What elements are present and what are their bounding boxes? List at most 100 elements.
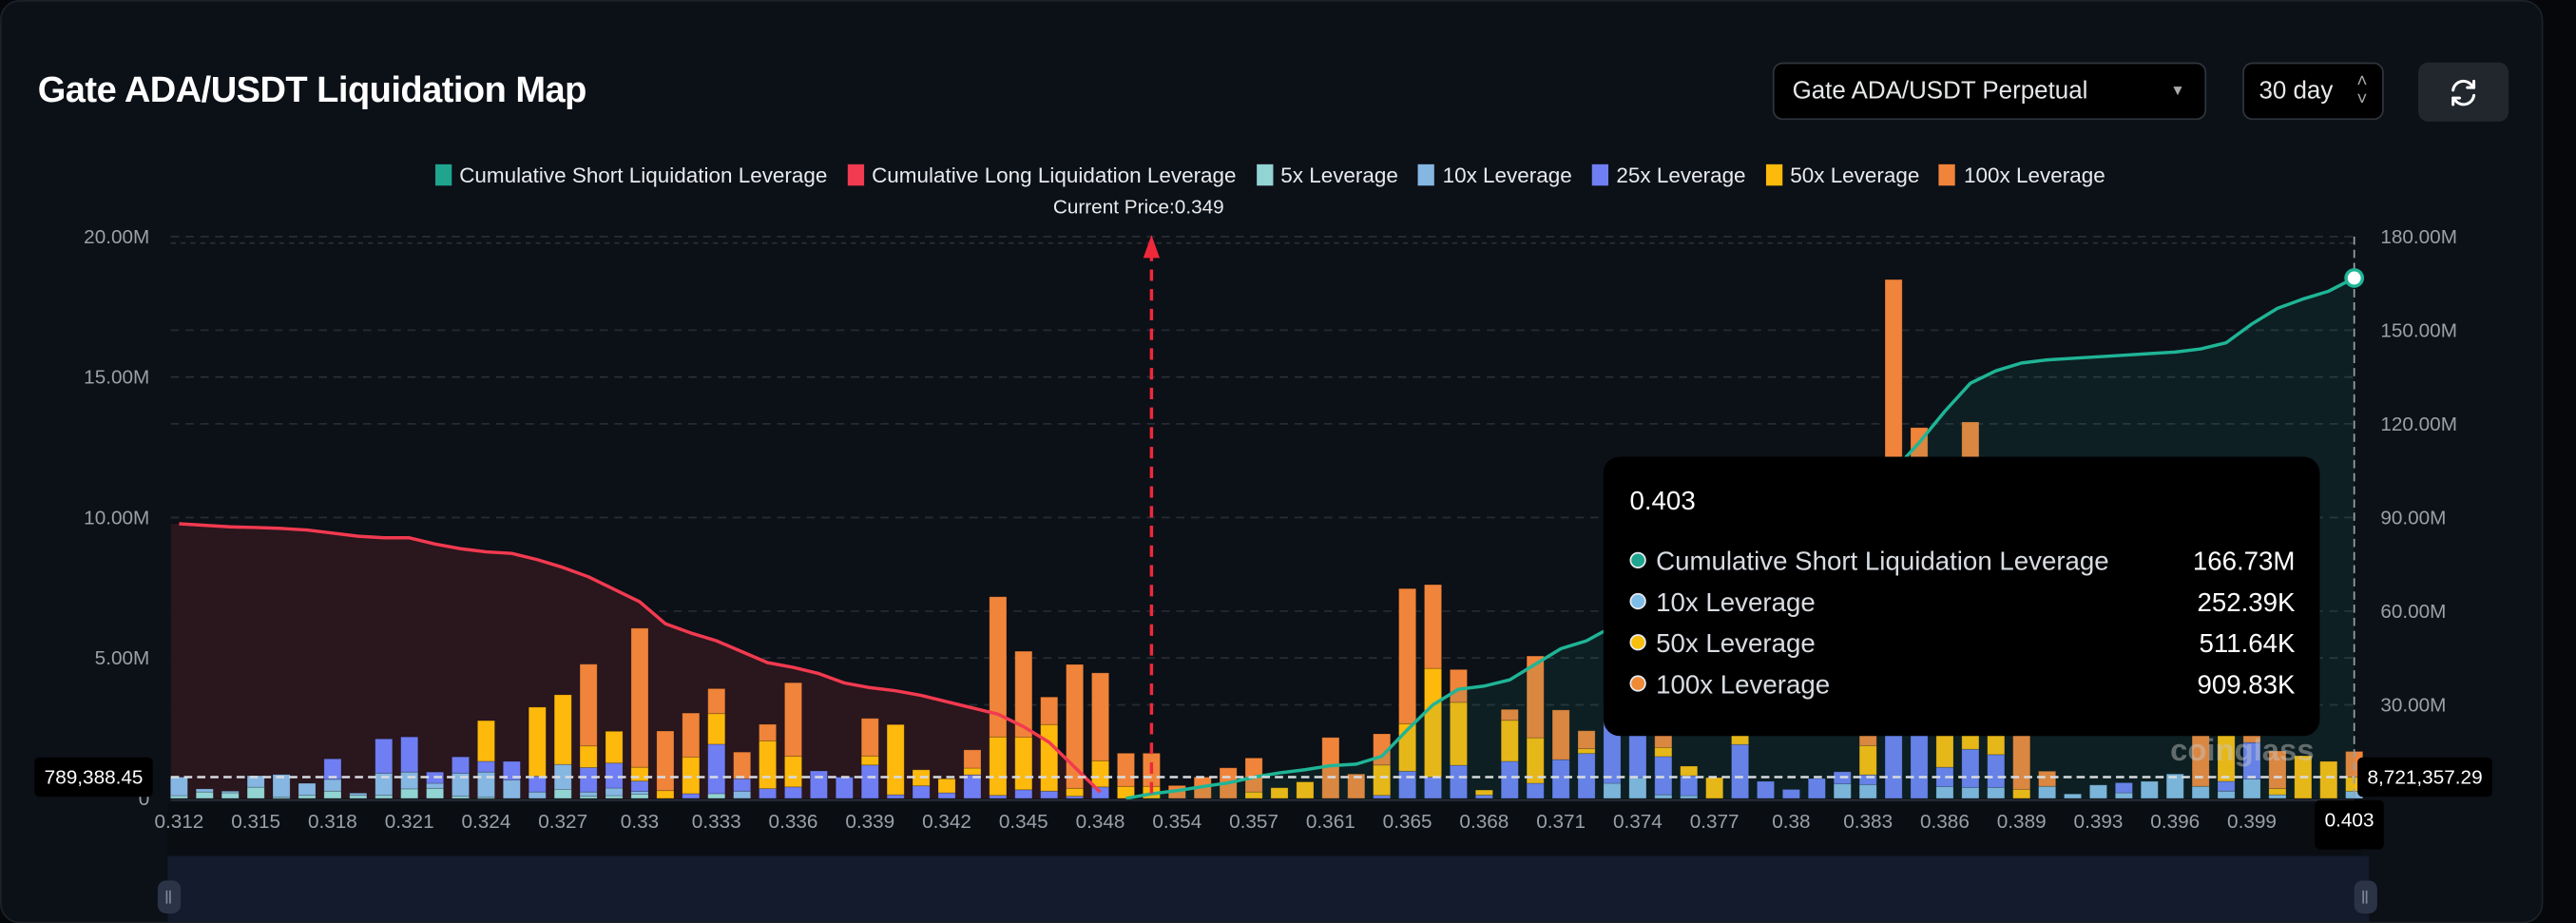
x-tick-label: 0.396 xyxy=(2150,811,2200,833)
bar-segment-10x xyxy=(221,790,240,794)
y-right-tick-label: 150.00M xyxy=(2380,319,2457,341)
x-tick-label: 0.368 xyxy=(1459,811,1509,833)
bar-segment-5x xyxy=(221,792,240,799)
tooltip-row: Cumulative Short Liquidation Leverage 166… xyxy=(1629,548,2295,582)
bar-segment-5x xyxy=(707,793,726,799)
tooltip-title: 0.403 xyxy=(1629,488,1696,516)
legend-swatch xyxy=(847,163,864,186)
x-tick-label: 0.324 xyxy=(462,811,511,833)
range-select-value: 30 day xyxy=(2259,77,2334,106)
bar-segment-10x xyxy=(349,792,368,797)
bar-segment-10x xyxy=(476,771,495,798)
legend-label: Cumulative Short Liquidation Leverage xyxy=(459,163,828,188)
tooltip: 0.403 Cumulative Short Liquidation Lever… xyxy=(1603,456,2320,737)
bar-segment-50x xyxy=(1270,787,1289,799)
legend-item[interactable]: 50x Leverage xyxy=(1765,163,1919,187)
x-tick-label: 0.333 xyxy=(692,811,741,833)
bar-segment-10x xyxy=(169,777,188,797)
bar-segment-25x xyxy=(323,758,342,780)
bar-segment-50x xyxy=(886,723,905,796)
y-left-tick-label: 0 xyxy=(139,788,150,810)
bar-segment-10x xyxy=(2064,793,2083,799)
legend-item[interactable]: 100x Leverage xyxy=(1939,163,2105,187)
bar-segment-100x xyxy=(1449,668,1468,703)
pair-select[interactable]: Gate ADA/USDT Perpetual ▼ xyxy=(1772,62,2207,121)
bar-segment-50x xyxy=(1680,765,1699,777)
bar-segment-100x xyxy=(579,663,598,747)
bar-segment-10x xyxy=(528,791,547,799)
x-tick-label: 0.374 xyxy=(1613,811,1663,833)
zoom-slider[interactable] xyxy=(167,856,2370,922)
x-tick-label: 0.339 xyxy=(845,811,894,833)
current-price-label: Current Price:0.349 xyxy=(1052,195,1224,219)
bar-segment-100x xyxy=(630,627,649,768)
x-tick-label: 0.386 xyxy=(1920,811,1970,833)
bar-segment-10x xyxy=(195,788,214,793)
x-tick-label: 0.312 xyxy=(154,811,203,833)
y-left-tick-label: 15.00M xyxy=(84,367,149,389)
current-price-arrow-icon xyxy=(1143,235,1161,259)
bar-segment-5x xyxy=(553,789,572,799)
bar-segment-10x xyxy=(2088,784,2107,799)
legend-label: 5x Leverage xyxy=(1280,163,1398,188)
bar-segment-100x xyxy=(1116,752,1135,787)
bar-segment-10x xyxy=(733,790,752,799)
x-tick-label: 0.361 xyxy=(1306,811,1355,833)
bar-segment-25x xyxy=(886,794,905,799)
zoom-slider-right-handle[interactable] xyxy=(2354,880,2377,913)
bar-segment-50x xyxy=(783,756,802,788)
bar-segment-5x xyxy=(426,787,445,799)
x-tick-label: 0.321 xyxy=(385,811,434,833)
bar-segment-100x xyxy=(1347,773,1366,799)
x-tick-label: 0.389 xyxy=(1997,811,2047,833)
bar-segment-25x xyxy=(579,767,598,793)
legend-item[interactable]: 5x Leverage xyxy=(1256,163,1398,187)
bar-segment-5x xyxy=(298,795,317,799)
refresh-button[interactable] xyxy=(2418,62,2509,122)
bar-segment-25x xyxy=(733,778,752,792)
chart-legend: Cumulative Short Liquidation Leverage Cum… xyxy=(2,163,2542,187)
bar-segment-50x xyxy=(860,755,879,766)
bar-segment-5x xyxy=(375,795,394,799)
bar-segment-50x xyxy=(630,766,649,782)
range-select[interactable]: 30 day ˄ ˅ xyxy=(2242,62,2384,121)
bar-segment-50x xyxy=(656,790,675,799)
bar-segment-5x xyxy=(400,788,419,799)
legend-item[interactable]: 25x Leverage xyxy=(1591,163,1746,187)
bar-segment-25x xyxy=(912,785,931,799)
crosshair-left-value: 789,388.45 xyxy=(34,757,153,798)
bar-segment-25x xyxy=(963,774,982,799)
pair-select-value: Gate ADA/USDT Perpetual xyxy=(1792,77,2088,106)
bar-segment-100x xyxy=(707,687,726,715)
bar-segment-10x xyxy=(298,782,317,797)
bar-segment-10x xyxy=(502,779,521,799)
bar-segment-50x xyxy=(528,706,547,778)
bar-segment-25x xyxy=(502,760,521,780)
bar-segment-100x xyxy=(682,712,701,758)
legend-item[interactable]: Cumulative Long Liquidation Leverage xyxy=(847,163,1237,187)
bar-segment-50x xyxy=(476,720,495,762)
legend-item[interactable]: Cumulative Short Liquidation Leverage xyxy=(434,163,827,187)
crosshair-x-value: 0.403 xyxy=(2315,799,2384,850)
legend-swatch xyxy=(1256,163,1273,186)
zoom-slider-left-handle[interactable] xyxy=(157,880,182,913)
legend-swatch xyxy=(1765,163,1782,186)
x-tick-label: 0.377 xyxy=(1690,811,1740,833)
bar-segment-100x xyxy=(963,749,982,769)
bar-segment-50x xyxy=(605,730,624,764)
tooltip-label: 50x Leverage xyxy=(1656,630,1816,660)
bar-segment-10x xyxy=(630,791,649,795)
bar-segment-10x xyxy=(605,787,624,797)
bar-segment-25x xyxy=(1781,789,1800,799)
legend-swatch xyxy=(434,163,452,186)
legend-item[interactable]: 10x Leverage xyxy=(1417,163,1572,187)
bar-segment-10x xyxy=(323,779,342,792)
bar-segment-25x xyxy=(1807,778,1826,799)
tooltip-value: 511.64K xyxy=(2199,630,2296,660)
tooltip-value: 166.73M xyxy=(2192,548,2296,577)
x-tick-label: 0.345 xyxy=(999,811,1048,833)
y-right-tick-label: 60.00M xyxy=(2380,601,2446,623)
tooltip-row: 100x Leverage 909.83K xyxy=(1629,672,2295,705)
x-tick-label: 0.371 xyxy=(1536,811,1586,833)
